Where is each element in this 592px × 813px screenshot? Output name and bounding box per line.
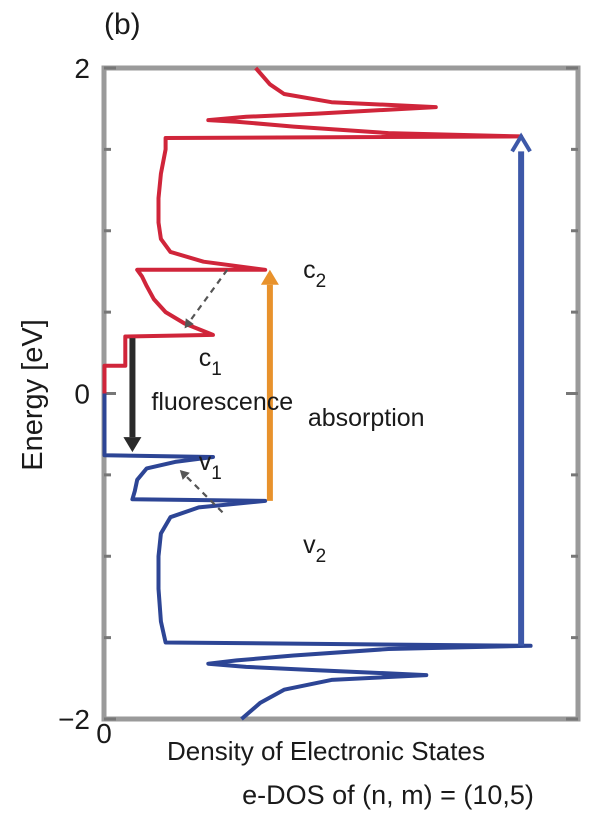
transition-arrow	[179, 470, 224, 514]
panel-label: (b)	[104, 8, 141, 41]
transition-arrow	[510, 132, 532, 646]
state-label-c1: c1	[199, 344, 222, 380]
y-tick-label: 2	[74, 53, 90, 84]
arrow-head	[260, 269, 279, 285]
arrow-shaft	[185, 475, 224, 514]
x-axis-label: Density of Electronic States	[167, 736, 485, 766]
arrow-head	[184, 318, 194, 329]
y-tick-label: −2	[58, 704, 90, 735]
transition-arrow	[260, 269, 279, 501]
y-axis-label: Energy [eV]	[17, 319, 49, 471]
state-label-v1: v1	[199, 448, 222, 484]
transition-arrow	[123, 338, 142, 453]
x-tick-label: 0	[96, 718, 112, 749]
valence-band-dos-curve	[102, 393, 533, 721]
arrow-shaft	[188, 269, 229, 322]
arrow-head	[123, 437, 142, 453]
absorption-label: absorption	[308, 404, 425, 432]
conduction-band-dos-curve	[102, 66, 524, 394]
y-tick-label: 0	[74, 379, 90, 410]
footer-caption: e-DOS of (n, m) = (10,5)	[242, 780, 534, 810]
state-label-c2: c2	[303, 256, 326, 292]
arrow-head	[179, 470, 190, 480]
state-label-v2: v2	[303, 531, 326, 567]
arrow-head	[510, 132, 532, 153]
fluorescence-label: fluorescence	[151, 388, 293, 416]
transition-arrow	[184, 269, 229, 329]
